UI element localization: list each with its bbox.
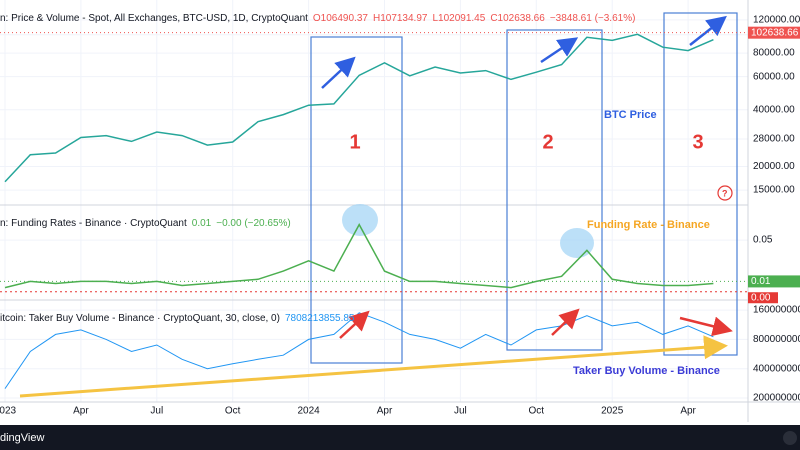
annotation: Funding Rate - Binance <box>587 219 710 231</box>
x-tick-label: Apr <box>377 406 393 417</box>
y-tick-label: 80000.00 <box>753 48 795 59</box>
baseline-badge <box>748 292 778 304</box>
header-value: H107134.97 <box>373 13 428 24</box>
header-value: 0.01 <box>192 218 212 229</box>
highlight-box <box>310 36 403 364</box>
y-tick-label: 200000000 <box>753 393 800 404</box>
x-tick-label: 2025 <box>601 406 624 417</box>
last-value-badge <box>748 275 800 288</box>
arrow <box>551 308 580 336</box>
x-tick-label: Apr <box>73 406 89 417</box>
annotation: ? <box>722 188 728 198</box>
footer-brand: dingView <box>0 432 44 444</box>
arrow <box>679 316 733 337</box>
y-tick-label: 40000.00 <box>753 104 795 115</box>
annotation: Taker Buy Volume - Binance <box>573 365 720 377</box>
y-tick-label: 800000000 <box>753 334 800 345</box>
x-tick-label: Apr <box>680 406 696 417</box>
x-tick-label: Oct <box>225 406 241 417</box>
arrow <box>321 56 356 89</box>
pane-title: n: Price & Volume - Spot, All Exchanges,… <box>0 13 308 24</box>
y-tick-label: 60000.00 <box>753 71 795 82</box>
y-tick-label: 0.05 <box>753 235 773 246</box>
arrow <box>540 37 579 64</box>
arrow <box>19 335 728 398</box>
annotation: BTC Price <box>604 109 657 121</box>
annotation: 3 <box>692 131 703 153</box>
header-value: L102091.45 <box>432 13 485 24</box>
y-tick-label: 400000000 <box>753 363 800 374</box>
arrow <box>339 310 370 339</box>
x-tick-label: Jul <box>150 406 163 417</box>
series-line <box>4 223 714 289</box>
last-value-badge <box>748 26 800 39</box>
header-value: −0.00 (−20.65%) <box>216 218 291 229</box>
y-tick-label: 28000.00 <box>753 134 795 145</box>
help-icon[interactable] <box>717 185 733 201</box>
pane-title: itcoin: Taker Buy Volume - Binance · Cry… <box>0 313 280 324</box>
highlight-circle <box>560 228 594 258</box>
footer-bar <box>0 425 800 450</box>
highlight-box <box>506 29 603 351</box>
annotation: 2 <box>542 131 553 153</box>
y-tick-label: 15000.00 <box>753 185 795 196</box>
annotation: 1 <box>349 131 360 153</box>
y-tick-label: 120000.00 <box>753 15 800 26</box>
x-tick-label: Jul <box>454 406 467 417</box>
header-value: 7808213855.85 <box>285 313 355 324</box>
x-tick-label: Oct <box>529 406 545 417</box>
last-value-label: 102638.66 <box>751 27 799 38</box>
header-value: O106490.37 <box>313 13 368 24</box>
logo <box>783 431 797 445</box>
last-value-label: 0.01 <box>751 276 771 287</box>
pane-header: n: Price & Volume - Spot, All Exchanges,… <box>0 13 635 24</box>
x-tick-label: 2024 <box>297 406 320 417</box>
x-tick-label: 2023 <box>0 406 17 417</box>
highlight-box <box>663 12 738 356</box>
highlight-circle <box>342 204 378 236</box>
pane-header: n: Funding Rates - Binance · CryptoQuant… <box>0 218 291 229</box>
pane-header: itcoin: Taker Buy Volume - Binance · Cry… <box>0 313 355 324</box>
grid <box>0 0 748 402</box>
baseline-label: 0.00 <box>751 292 771 303</box>
pane-title: n: Funding Rates - Binance · CryptoQuant <box>0 218 187 229</box>
y-tick-label: 20000.00 <box>753 161 795 172</box>
series-line <box>4 33 714 183</box>
header-value: C102638.66 <box>490 13 545 24</box>
arrow <box>689 15 727 46</box>
y-tick-label: 1600000000 <box>753 305 800 316</box>
header-value: −3848.61 (−3.61%) <box>550 13 636 24</box>
